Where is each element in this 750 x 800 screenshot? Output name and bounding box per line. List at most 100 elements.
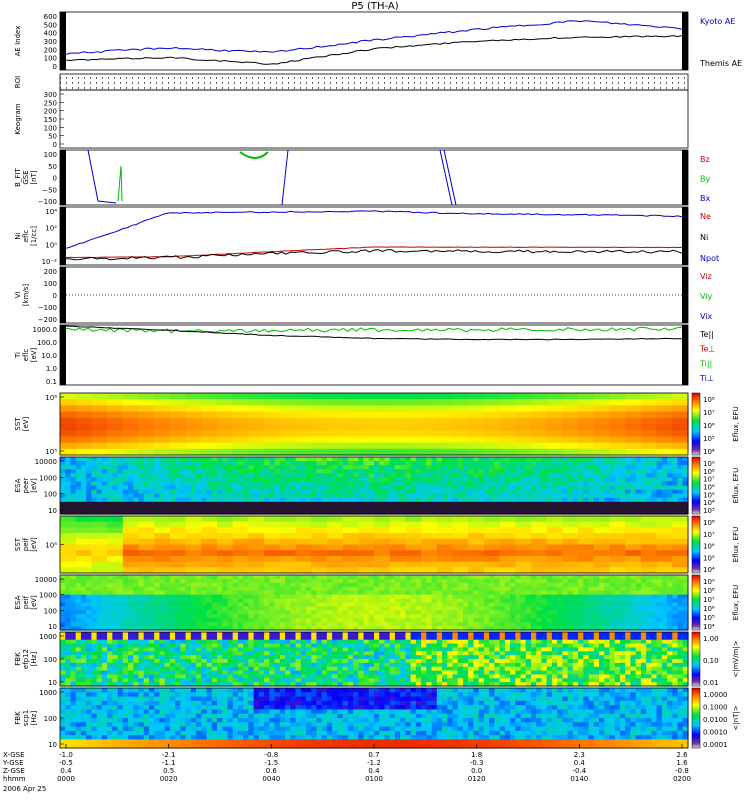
heatmap-cell: [468, 555, 485, 563]
heatmap-cell: [667, 618, 673, 623]
heatmap-cell: [546, 501, 553, 507]
heatmap-cell: [232, 424, 249, 431]
heatmap-cell: [567, 606, 574, 611]
heatmap-cell: [264, 424, 281, 431]
heatmap-cell: [546, 610, 553, 615]
heatmap-cell: [421, 448, 438, 456]
y-tick-label: 200: [44, 108, 57, 116]
heatmap-cell: [525, 465, 532, 470]
heatmap-cell: [269, 590, 276, 596]
heatmap-cell: [70, 626, 77, 631]
heatmap-cell: [384, 610, 391, 615]
heatmap-cell: [546, 606, 553, 611]
heatmap-cell: [253, 473, 260, 478]
heatmap-cell: [672, 598, 679, 604]
heatmap-cell: [546, 598, 553, 604]
heatmap-cell: [384, 465, 391, 470]
heatmap-cell: [609, 622, 616, 627]
heatmap-cell: [567, 578, 574, 584]
heatmap-cell: [593, 516, 611, 523]
heatmap-cell: [619, 606, 626, 611]
heatmap-cell: [117, 647, 124, 652]
heatmap-cell: [269, 639, 276, 645]
heatmap-cell: [546, 516, 563, 523]
heatmap-cell: [572, 457, 579, 462]
heatmap-cell: [421, 465, 427, 470]
heatmap-cell: [80, 485, 87, 491]
heatmap-cell: [462, 618, 469, 623]
heatmap-cell: [86, 651, 92, 656]
heatmap-cell: [80, 578, 87, 584]
heatmap-cell: [567, 501, 574, 507]
heatmap-cell: [159, 501, 166, 507]
heatmap-cell: [483, 594, 490, 600]
heatmap-cell: [274, 614, 281, 619]
heatmap-cell: [122, 622, 129, 627]
heatmap-cell: [682, 590, 689, 596]
heatmap-cell: [206, 622, 213, 627]
heatmap-cell: [264, 614, 270, 619]
heatmap-cell: [672, 481, 679, 487]
heatmap-cell: [65, 622, 72, 627]
heatmap-cell: [332, 501, 338, 507]
heatmap-cell: [169, 582, 176, 588]
heatmap-cell: [494, 505, 501, 511]
heatmap-cell: [169, 666, 176, 672]
heatmap-cell: [60, 509, 66, 515]
heatmap-cell: [394, 497, 401, 503]
heatmap-cell: [468, 527, 485, 534]
heatmap-cell: [536, 477, 543, 483]
heatmap-cell: [499, 411, 516, 419]
heatmap-cell: [337, 590, 344, 596]
heatmap-cell: [562, 417, 579, 425]
heatmap-cell: [656, 602, 663, 608]
heatmap-cell: [222, 666, 229, 672]
heatmap-cell: [447, 590, 454, 596]
heatmap-cell: [143, 586, 150, 592]
heatmap-cell: [353, 586, 359, 592]
heatmap-cell: [368, 465, 375, 470]
heatmap-cell: [672, 465, 679, 470]
heatmap-cell: [661, 469, 668, 474]
heatmap-cell: [117, 590, 124, 596]
heatmap-cell: [264, 461, 270, 466]
heatmap-cell: [421, 469, 427, 474]
heatmap-cell: [190, 594, 197, 600]
heatmap-cell: [117, 639, 124, 645]
y-tick-label: −100: [38, 304, 57, 312]
heatmap-cell: [572, 582, 579, 588]
heatmap-cell: [217, 555, 234, 563]
heatmap-cell: [625, 614, 632, 619]
heatmap-cell: [567, 497, 574, 503]
heatmap-cell: [65, 639, 72, 645]
heatmap-cell: [258, 594, 265, 600]
heatmap-cell: [604, 618, 611, 623]
heatmap-cell: [311, 582, 318, 588]
heatmap-cell: [248, 477, 255, 483]
heatmap-cell: [619, 610, 626, 615]
heatmap-cell: [473, 505, 480, 511]
heatmap-cell: [185, 594, 192, 600]
heatmap-cell: [227, 586, 234, 592]
heatmap-cell: [96, 662, 103, 668]
heatmap-cell: [159, 598, 166, 604]
heatmap-cell: [347, 509, 354, 515]
heatmap-cell: [379, 610, 386, 615]
heatmap-cell: [285, 481, 291, 487]
heatmap-cell: [326, 567, 344, 574]
heatmap-cell: [541, 489, 548, 495]
heatmap-cell: [604, 481, 611, 487]
heatmap-cell: [499, 473, 506, 478]
heatmap-cell: [148, 626, 155, 631]
heatmap-cell: [264, 417, 281, 425]
heatmap-cell: [96, 602, 103, 608]
heatmap-cell: [185, 666, 192, 672]
heatmap-cell: [112, 590, 119, 596]
heatmap-cell: [520, 501, 527, 507]
heatmap-cell: [217, 598, 223, 604]
heatmap-cell: [672, 489, 679, 495]
heatmap-cell: [311, 497, 318, 503]
heatmap-cell: [232, 639, 239, 645]
heatmap-cell: [593, 622, 600, 627]
heatmap-cell: [222, 473, 229, 478]
